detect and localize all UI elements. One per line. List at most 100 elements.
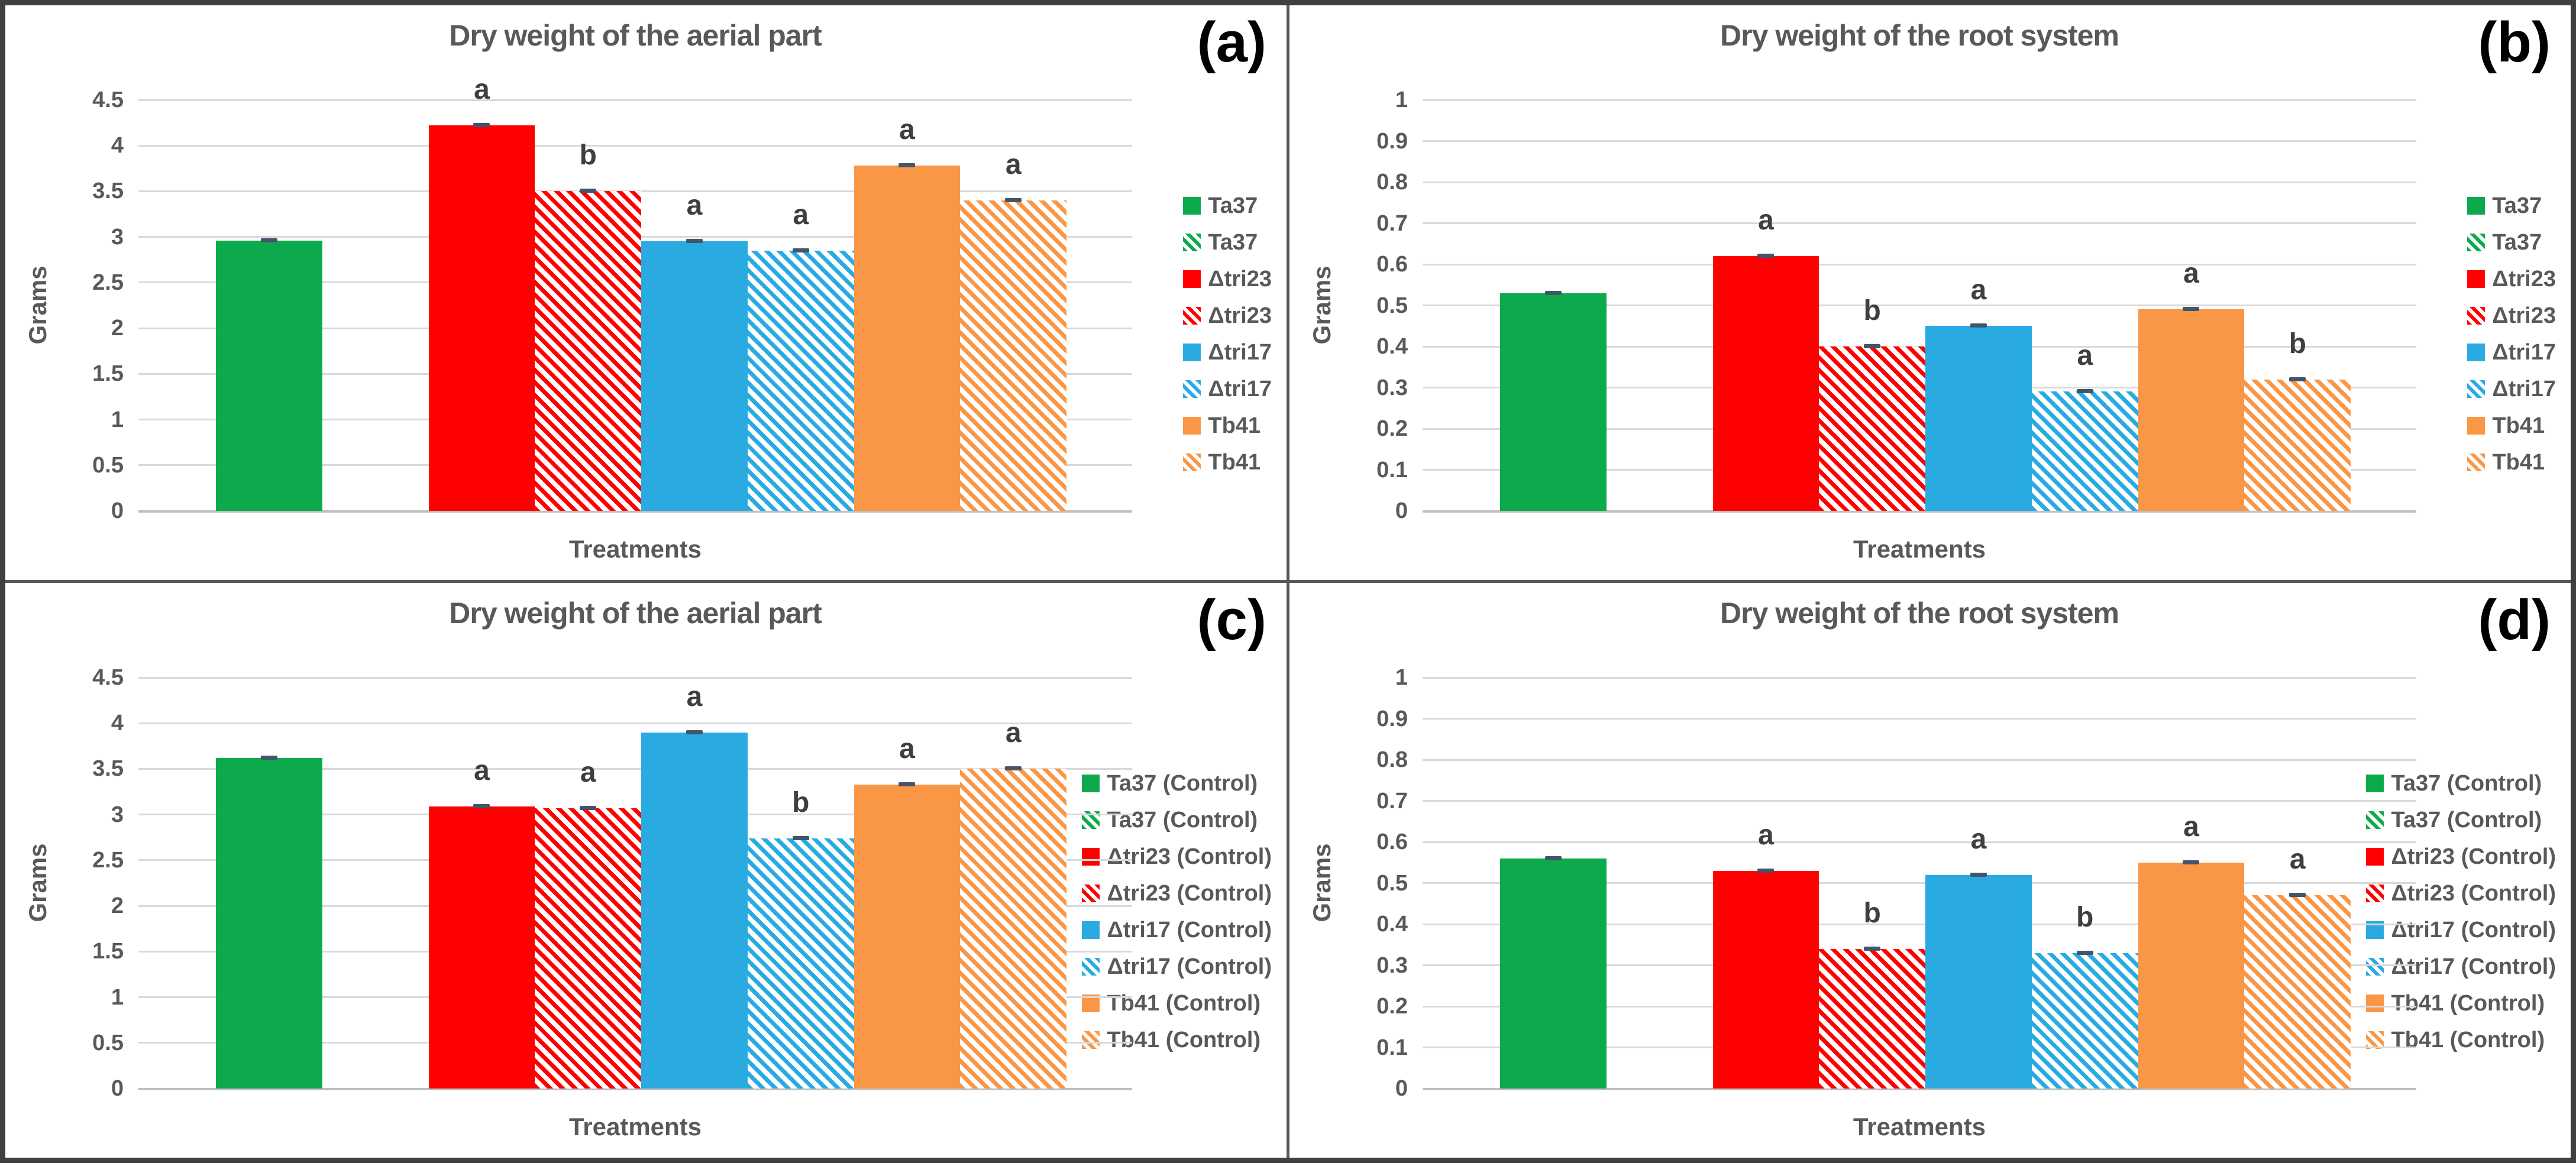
significance-letter: a: [1005, 148, 1022, 180]
error-bar: [1757, 868, 1775, 873]
significance-letter: a: [793, 199, 809, 231]
significance-letter: a: [474, 754, 490, 786]
bar-ta37-control--solid: [1500, 858, 1607, 1089]
significance-letter: a: [1970, 823, 1987, 855]
legend-label: Δtri23: [1208, 303, 1272, 328]
legend-label: Δtri23 (Control): [2391, 881, 2556, 906]
y-tick-label: 2.5: [92, 270, 124, 295]
legend-swatch-hatched: [1183, 307, 1201, 325]
legend-label: Ta37 (Control): [1107, 808, 1258, 832]
legend-label: Tb41 (Control): [1107, 1028, 1261, 1052]
legend-label: Tb41: [2492, 413, 2545, 438]
error-bar: [792, 248, 809, 252]
x-axis-line: [138, 510, 1132, 513]
chart-title: Dry weight of the aerial part: [449, 19, 822, 52]
error-bar: [686, 239, 703, 244]
legend: Ta37 (Control) Ta37 (Control) Δtri23 (Cont…: [1082, 772, 1272, 1065]
bar--tri23-solid: [428, 125, 535, 511]
legend-item: Ta37: [1183, 195, 1272, 217]
y-tick-label: 0: [111, 498, 124, 523]
y-tick-label: 1: [1395, 665, 1408, 690]
error-bar: [1544, 290, 1562, 295]
y-tick-label: 0.5: [1376, 293, 1408, 318]
bar--tri23-solid: [1712, 256, 1819, 511]
bar--tri17-solid: [1925, 326, 2032, 511]
bar--tri17-control--hatched: [747, 838, 854, 1089]
significance-letter: a: [686, 681, 703, 712]
x-axis-label: Treatments: [568, 1113, 702, 1141]
significance-letter: a: [1758, 819, 1774, 851]
error-bar: [1005, 766, 1022, 771]
y-tick-label: 1.5: [92, 361, 124, 387]
x-axis-label: Treatments: [568, 535, 702, 563]
legend-swatch-solid: [2467, 270, 2485, 288]
legend-swatch-hatched: [2467, 453, 2485, 471]
y-tick-label: 0: [1395, 498, 1408, 523]
significance-letter: a: [686, 190, 703, 222]
legend-swatch-solid: [2366, 848, 2384, 866]
y-tick-label: 1: [111, 407, 124, 432]
bar-tb41-hatched: [2244, 379, 2351, 511]
y-tick-label: 0.5: [1376, 870, 1408, 896]
gridline: [138, 767, 1132, 770]
gridline: [1423, 263, 2416, 265]
legend-label: Ta37 (Control): [2391, 808, 2542, 832]
error-bar: [898, 782, 916, 786]
y-tick-label: 3.5: [92, 756, 124, 782]
bar--tri23-control--hatched: [535, 808, 642, 1089]
gridline: [138, 144, 1132, 147]
bar--tri17-control--solid: [641, 732, 748, 1089]
legend-item: Ta37: [2467, 195, 2556, 217]
error-bar: [2076, 389, 2093, 394]
legend-swatch-hatched: [1183, 380, 1201, 398]
gridline: [138, 676, 1132, 679]
gridline: [138, 99, 1132, 101]
bar-tb41-control--solid: [854, 784, 961, 1089]
legend-swatch-hatched: [1183, 234, 1201, 251]
legend-label: Δtri17 (Control): [2391, 918, 2556, 942]
legend-item: Δtri23 (Control): [2366, 882, 2556, 905]
legend: Ta37 (Control) Ta37 (Control) Δtri23 (Cont…: [2366, 772, 2556, 1065]
x-axis-line: [1423, 1087, 2416, 1090]
error-bar: [473, 804, 490, 808]
legend-swatch-solid: [1183, 270, 1201, 288]
panel-label: (c): [1197, 588, 1266, 652]
panel-label: (d): [2478, 588, 2551, 652]
legend-swatch-hatched: [1082, 1031, 1100, 1049]
error-bar: [580, 189, 597, 193]
y-tick-label: 0.3: [1376, 375, 1408, 400]
error-bar: [2183, 860, 2200, 864]
legend-swatch-solid: [1183, 417, 1201, 435]
y-tick-label: 2.5: [92, 847, 124, 873]
legend: Ta37 Ta37 Δtri23 Δtri23 Δtri17 Δtri17 Tb41 Tb41: [1183, 195, 1272, 488]
legend-item: Δtri17: [1183, 341, 1272, 364]
legend-label: Δtri23 (Control): [2391, 844, 2556, 869]
y-tick-label: 3: [111, 224, 124, 250]
y-tick-label: 2: [111, 316, 124, 341]
legend-label: Ta37 (Control): [2391, 771, 2542, 796]
y-tick-label: 0.2: [1376, 994, 1408, 1019]
legend-label: Tb41: [1208, 413, 1261, 438]
significance-letter: a: [1758, 205, 1774, 237]
error-bar: [2183, 307, 2200, 312]
x-axis-line: [138, 1087, 1132, 1090]
error-bar: [1544, 856, 1562, 860]
significance-letter: a: [899, 733, 915, 764]
legend-label: Tb41 (Control): [2391, 1028, 2545, 1052]
legend-label: Tb41 (Control): [1107, 991, 1261, 1016]
legend-label: Δtri17: [1208, 377, 1272, 401]
legend-item: Δtri17 (Control): [2366, 955, 2556, 978]
legend-label: Ta37: [2492, 230, 2542, 255]
gridline: [1423, 140, 2416, 142]
legend-swatch-solid: [2366, 994, 2384, 1012]
bar--tri17-hatched: [747, 250, 854, 511]
legend-label: Δtri23: [1208, 267, 1272, 291]
error-bar: [580, 805, 597, 810]
legend-swatch-solid: [1183, 344, 1201, 361]
legend-swatch-solid: [2467, 417, 2485, 435]
panel-d: Dry weight of the root system (d) Grams …: [1289, 583, 2571, 1158]
y-tick-label: 0.8: [1376, 170, 1408, 195]
legend-swatch-solid: [1183, 197, 1201, 215]
legend-swatch-hatched: [2366, 885, 2384, 902]
significance-letter: a: [899, 114, 915, 146]
